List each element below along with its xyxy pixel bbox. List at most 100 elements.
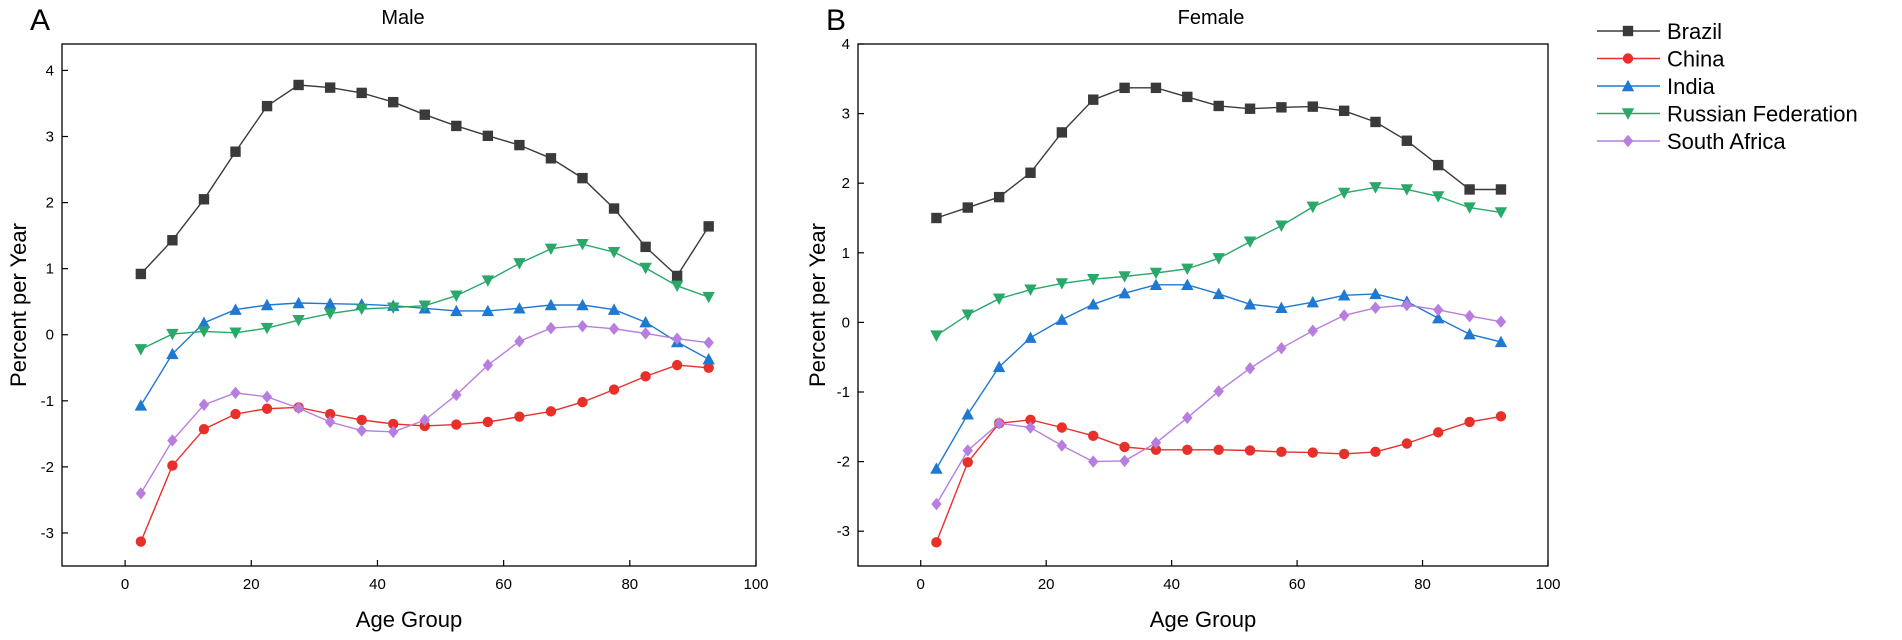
south-africa-point — [1338, 309, 1350, 322]
south-africa-point — [993, 417, 1005, 430]
brazil-point — [703, 221, 714, 232]
russian-federation-point — [1275, 220, 1288, 232]
india-point — [930, 462, 943, 474]
india-point — [1055, 313, 1069, 325]
panel-letter-b: B — [826, 4, 846, 37]
legend-label: Russian Federation — [1667, 102, 1858, 127]
x-tick-label: 80 — [621, 576, 638, 593]
china-point — [1025, 414, 1036, 426]
india-point — [702, 352, 715, 365]
india-point — [1118, 286, 1131, 299]
x-tick-label: 40 — [369, 576, 386, 593]
x-tick-label: 100 — [743, 576, 768, 593]
legend-label: South Africa — [1667, 129, 1786, 154]
brazil-point — [545, 153, 557, 164]
china-point — [514, 411, 525, 422]
y-tick-label: 1 — [842, 245, 850, 262]
brazil-point — [293, 79, 304, 91]
south-africa-line — [140, 325, 709, 494]
china-line — [140, 364, 709, 542]
south-africa-point — [1495, 315, 1507, 328]
india-point — [292, 296, 305, 309]
india-point — [1212, 287, 1225, 300]
south-africa-point — [482, 358, 494, 372]
russian-federation-point — [513, 258, 526, 270]
x-tick-label: 40 — [1163, 576, 1180, 593]
south-africa-point — [1025, 421, 1036, 434]
india-point — [1432, 312, 1445, 324]
series-brazil — [931, 82, 1507, 224]
x-tick-label: 60 — [495, 576, 512, 593]
series-russian-federation — [930, 182, 1508, 342]
india-point — [134, 399, 148, 411]
brazil-point — [135, 268, 147, 280]
russian-federation-point — [1463, 202, 1476, 214]
x-tick-label: 80 — [1414, 576, 1431, 593]
y-axis-ticks: -3 -2 -1 0 1 2 3 4 — [41, 62, 68, 542]
south-africa-point — [1119, 454, 1130, 468]
legend-marker — [1622, 25, 1634, 37]
brazil-point — [1307, 101, 1318, 112]
russian-federation-point — [607, 246, 621, 259]
brazil-point — [230, 146, 241, 157]
legend-item-south-africa: South Africa — [1597, 129, 1786, 154]
india-point — [450, 304, 463, 317]
india-point — [1087, 298, 1100, 310]
india-point — [260, 298, 274, 311]
south-africa-point — [1307, 324, 1318, 337]
south-africa-point — [514, 335, 525, 348]
y-tick-label: 3 — [46, 129, 54, 146]
legend-item-india: India — [1597, 74, 1715, 99]
legend-label: China — [1667, 47, 1725, 72]
russian-federation-point — [1118, 271, 1131, 283]
russian-federation-point — [702, 291, 715, 304]
south-africa-point — [388, 425, 399, 439]
india-line — [935, 284, 1502, 469]
russian-federation-point — [1369, 182, 1382, 194]
brazil-point — [1088, 94, 1099, 105]
legend-item-brazil: Brazil — [1597, 19, 1722, 44]
brazil-point — [1370, 116, 1381, 128]
panel-title-female: Female — [1178, 7, 1245, 29]
brazil-point — [608, 203, 620, 214]
south-africa-point — [135, 487, 147, 500]
south-africa-point — [640, 327, 651, 340]
south-africa-point — [324, 415, 336, 429]
china-point — [1495, 411, 1507, 422]
russian-federation-point — [292, 314, 305, 327]
china-line — [935, 415, 1502, 543]
china-point — [1182, 444, 1193, 455]
legend-item-russian-federation: Russian Federation — [1597, 102, 1858, 127]
brazil-point — [1338, 105, 1350, 117]
x-axis-title: Age Group — [1150, 607, 1256, 632]
south-africa-point — [1213, 385, 1224, 398]
south-africa-line — [935, 304, 1502, 505]
y-tick-label: -3 — [41, 525, 54, 542]
series-china — [931, 411, 1507, 548]
russian-federation-point — [1337, 187, 1351, 200]
china-point — [577, 396, 588, 408]
x-tick-label: 20 — [1038, 576, 1055, 593]
russian-federation-line — [140, 243, 709, 350]
russian-federation-point — [260, 322, 274, 335]
russian-federation-point — [576, 239, 589, 251]
russian-federation-point — [961, 309, 974, 321]
india-point — [197, 316, 211, 329]
brazil-point — [1464, 184, 1475, 195]
china-point — [451, 419, 462, 430]
india-point — [1024, 331, 1037, 343]
india-point — [323, 297, 337, 309]
china-point — [1150, 444, 1162, 455]
brazil-point — [388, 96, 399, 108]
brazil-point — [1119, 82, 1130, 94]
russian-federation-point — [229, 327, 242, 339]
series-brazil — [135, 79, 714, 282]
brazil-point — [671, 270, 683, 282]
brazil-point — [261, 100, 273, 112]
brazil-point — [1276, 102, 1287, 113]
y-tick-label: 2 — [46, 195, 54, 212]
south-africa-point — [1276, 341, 1287, 355]
south-africa-point — [356, 424, 367, 437]
india-point — [229, 303, 242, 315]
china-point — [198, 424, 210, 435]
